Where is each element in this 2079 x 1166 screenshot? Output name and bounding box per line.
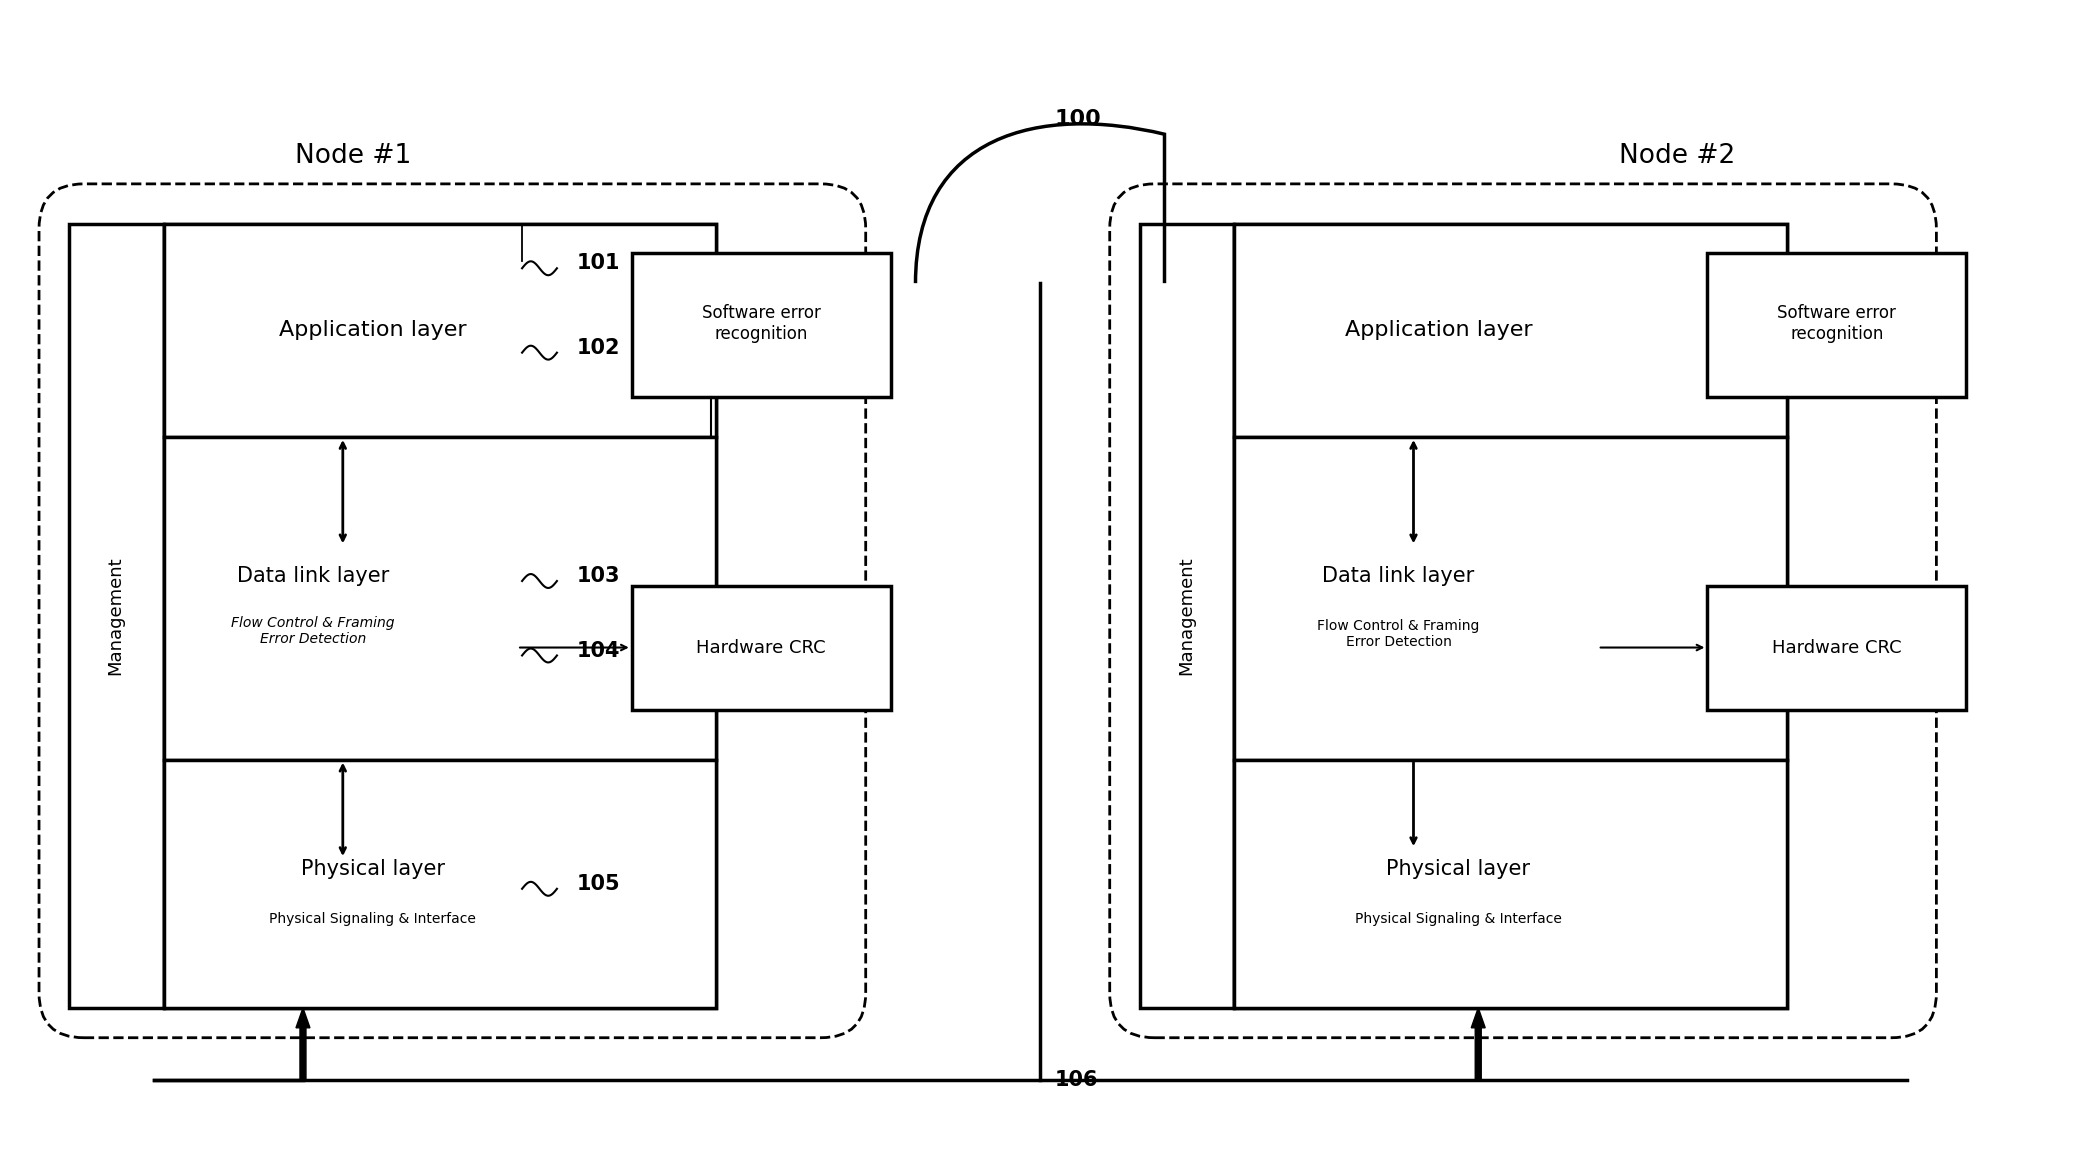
Text: Physical layer: Physical layer (1387, 859, 1530, 879)
FancyBboxPatch shape (40, 184, 865, 1038)
Bar (164, 224, 717, 1007)
Bar (632, 253, 890, 398)
Text: Physical Signaling & Interface: Physical Signaling & Interface (270, 912, 476, 926)
Text: Physical layer: Physical layer (301, 859, 445, 879)
Text: 102: 102 (576, 338, 620, 358)
Text: Application layer: Application layer (279, 319, 466, 339)
FancyBboxPatch shape (1110, 184, 1936, 1038)
Text: Hardware CRC: Hardware CRC (696, 639, 825, 656)
FancyArrow shape (1472, 1007, 1484, 1081)
Text: 106: 106 (1054, 1070, 1098, 1090)
Bar (69, 224, 164, 1007)
Text: Application layer: Application layer (1345, 319, 1532, 339)
Bar (164, 760, 717, 1007)
Text: 101: 101 (576, 253, 620, 273)
Text: 104: 104 (576, 640, 620, 660)
Text: Management: Management (106, 556, 125, 675)
Text: Management: Management (1177, 556, 1195, 675)
Bar (1235, 224, 1788, 1007)
Bar (1707, 586, 1967, 710)
Bar (1235, 224, 1788, 437)
Text: Software error
recognition: Software error recognition (703, 304, 821, 343)
Text: Flow Control & Framing
Error Detection: Flow Control & Framing Error Detection (1318, 618, 1480, 648)
Text: Physical Signaling & Interface: Physical Signaling & Interface (1356, 912, 1561, 926)
Text: Data link layer: Data link layer (237, 566, 389, 586)
Text: Data link layer: Data link layer (1322, 566, 1474, 586)
Bar (1235, 437, 1788, 760)
Text: Node #1: Node #1 (295, 143, 412, 169)
Bar (1139, 224, 1235, 1007)
Text: Hardware CRC: Hardware CRC (1771, 639, 1902, 656)
Text: 105: 105 (576, 873, 620, 894)
Bar (164, 437, 717, 760)
Bar (1707, 253, 1967, 398)
Text: 103: 103 (576, 566, 620, 586)
Bar (632, 586, 890, 710)
FancyArrow shape (295, 1007, 310, 1081)
Bar (1235, 760, 1788, 1007)
Bar (164, 224, 717, 437)
Text: Software error
recognition: Software error recognition (1778, 304, 1896, 343)
Text: Node #2: Node #2 (1620, 143, 1736, 169)
Text: Flow Control & Framing
Error Detection: Flow Control & Framing Error Detection (231, 616, 395, 646)
Text: 100: 100 (1054, 110, 1102, 129)
